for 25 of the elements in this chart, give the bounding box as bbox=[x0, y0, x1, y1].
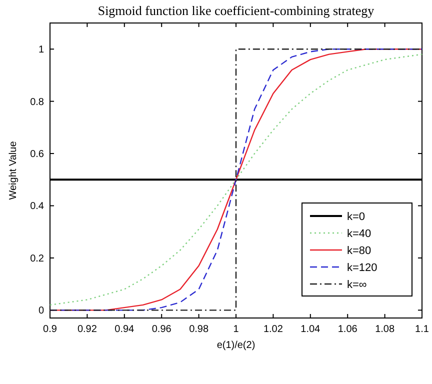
x-tick-label: 0.9 bbox=[43, 324, 58, 335]
x-tick-label: 1.04 bbox=[300, 324, 321, 335]
y-tick-label: 0.2 bbox=[30, 253, 44, 264]
x-tick-label: 0.98 bbox=[189, 324, 209, 335]
x-tick-label: 1.1 bbox=[415, 324, 430, 335]
x-tick-label: 1 bbox=[233, 324, 240, 335]
y-tick-label: 0 bbox=[38, 306, 44, 317]
x-tick-label: 1.02 bbox=[263, 324, 284, 335]
x-tick-label: 0.96 bbox=[152, 324, 172, 335]
y-axis-title: Weight Value bbox=[8, 140, 19, 200]
x-tick-label: 0.92 bbox=[77, 324, 98, 335]
y-tick-label: 1 bbox=[38, 44, 44, 56]
x-tick-label: 1.06 bbox=[338, 324, 358, 335]
x-tick-label: 0.94 bbox=[114, 324, 135, 335]
y-tick-label: 0.8 bbox=[30, 96, 44, 108]
x-axis-title: e(1)/e(2) bbox=[216, 340, 256, 351]
x-tick-label: 1.08 bbox=[375, 324, 395, 335]
y-tick-label: 0.4 bbox=[30, 201, 44, 212]
legend-label: k=40 bbox=[347, 228, 372, 240]
legend-label: k=120 bbox=[347, 262, 378, 274]
y-tick-label: 0.6 bbox=[30, 149, 44, 160]
legend-label: k=80 bbox=[347, 245, 372, 257]
chart-title: Sigmoid function like coefficient-combining strategy bbox=[98, 3, 375, 18]
legend-label: k=0 bbox=[347, 211, 366, 223]
legend-label: k=∞ bbox=[347, 279, 367, 291]
